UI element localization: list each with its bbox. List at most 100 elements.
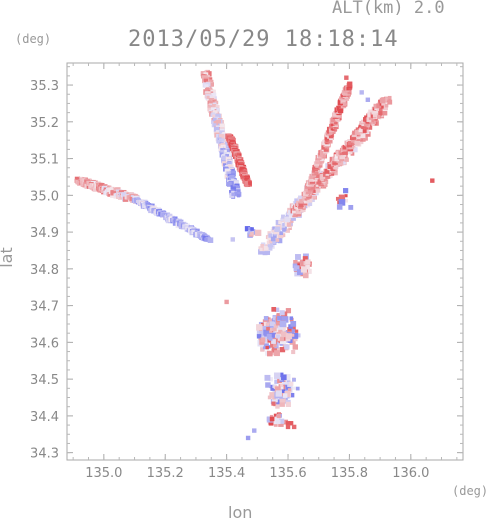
data-point [295, 254, 301, 260]
data-point [231, 190, 235, 195]
data-point [264, 331, 270, 337]
data-point [338, 199, 346, 206]
y-tick-label: 34.4 [30, 410, 59, 425]
data-point [347, 81, 353, 87]
data-point [229, 174, 235, 181]
data-point [285, 333, 292, 340]
data-point [268, 420, 274, 426]
data-point [269, 327, 273, 332]
data-point [282, 222, 287, 227]
data-point [281, 374, 287, 381]
data-point [289, 392, 295, 398]
data-point [383, 97, 388, 102]
data-point [208, 98, 215, 104]
data-point [329, 123, 334, 129]
data-point [354, 130, 360, 135]
x-tick-label: 135.8 [331, 466, 368, 481]
data-point [272, 390, 277, 394]
data-point [269, 321, 275, 326]
data-point [291, 209, 297, 214]
data-point [272, 395, 276, 400]
data-point [302, 272, 309, 279]
y-axis-unit: (deg) [15, 32, 52, 46]
data-point [265, 345, 269, 350]
data-point [276, 334, 281, 339]
data-point [279, 310, 285, 316]
data-point [278, 418, 285, 424]
x-tick-label: 135.6 [269, 466, 306, 481]
data-point [362, 129, 367, 133]
data-point [274, 379, 279, 384]
data-point [316, 176, 322, 182]
data-point [200, 71, 206, 76]
data-point [264, 374, 271, 381]
data-point [281, 316, 289, 323]
data-point [379, 107, 383, 112]
chart-title-datetime: 2013/05/29 18:18:14 [128, 27, 399, 52]
data-point [273, 234, 277, 238]
data-point [289, 381, 294, 386]
x-tick-label: 135.2 [147, 466, 184, 481]
data-point [364, 122, 369, 127]
data-point [271, 318, 278, 324]
data-point [275, 224, 280, 228]
data-point [276, 329, 283, 336]
data-point [224, 299, 229, 305]
data-point [281, 331, 287, 338]
data-point [236, 189, 241, 193]
data-point [92, 186, 99, 192]
data-point [100, 189, 105, 194]
data-point [256, 334, 262, 339]
x-tick-label: 136.0 [392, 466, 429, 481]
data-point [224, 141, 230, 147]
data-point [339, 153, 346, 160]
data-point [319, 149, 326, 156]
data-point [268, 337, 273, 341]
data-point [430, 178, 435, 183]
data-point [274, 324, 279, 328]
data-point [220, 150, 225, 154]
data-point [269, 416, 275, 422]
data-point [212, 117, 217, 122]
data-point [284, 390, 291, 398]
data-point [248, 227, 253, 232]
data-point [211, 112, 216, 117]
data-point [213, 110, 218, 115]
data-point [214, 116, 220, 123]
y-tick-label: 35.2 [30, 116, 59, 131]
data-point [262, 250, 268, 256]
data-point [213, 126, 220, 133]
y-tick-label: 35.0 [30, 189, 59, 204]
data-point [260, 337, 266, 343]
data-point [281, 389, 286, 393]
data-point [285, 385, 290, 390]
data-point [244, 226, 251, 232]
data-point [271, 347, 277, 353]
data-point [327, 164, 333, 170]
data-point [247, 181, 252, 185]
data-point [283, 374, 291, 381]
data-point [260, 322, 266, 328]
data-point [319, 181, 323, 185]
x-axis-unit: (deg) [452, 484, 489, 498]
data-point [208, 77, 213, 82]
data-point [285, 421, 291, 426]
data-point [270, 326, 275, 330]
data-point [288, 338, 293, 343]
data-point [274, 350, 280, 357]
data-point [285, 401, 291, 407]
data-point [305, 259, 311, 265]
data-point [280, 385, 284, 390]
data-point [279, 320, 287, 328]
data-point [339, 151, 344, 156]
data-point [271, 339, 276, 344]
data-point [244, 180, 249, 186]
data-point [294, 329, 299, 333]
data-point [250, 227, 254, 231]
data-point [279, 401, 285, 407]
data-point [325, 133, 329, 138]
data-point [288, 226, 292, 231]
data-point [350, 151, 355, 156]
data-point [300, 261, 306, 267]
data-point [273, 413, 279, 419]
